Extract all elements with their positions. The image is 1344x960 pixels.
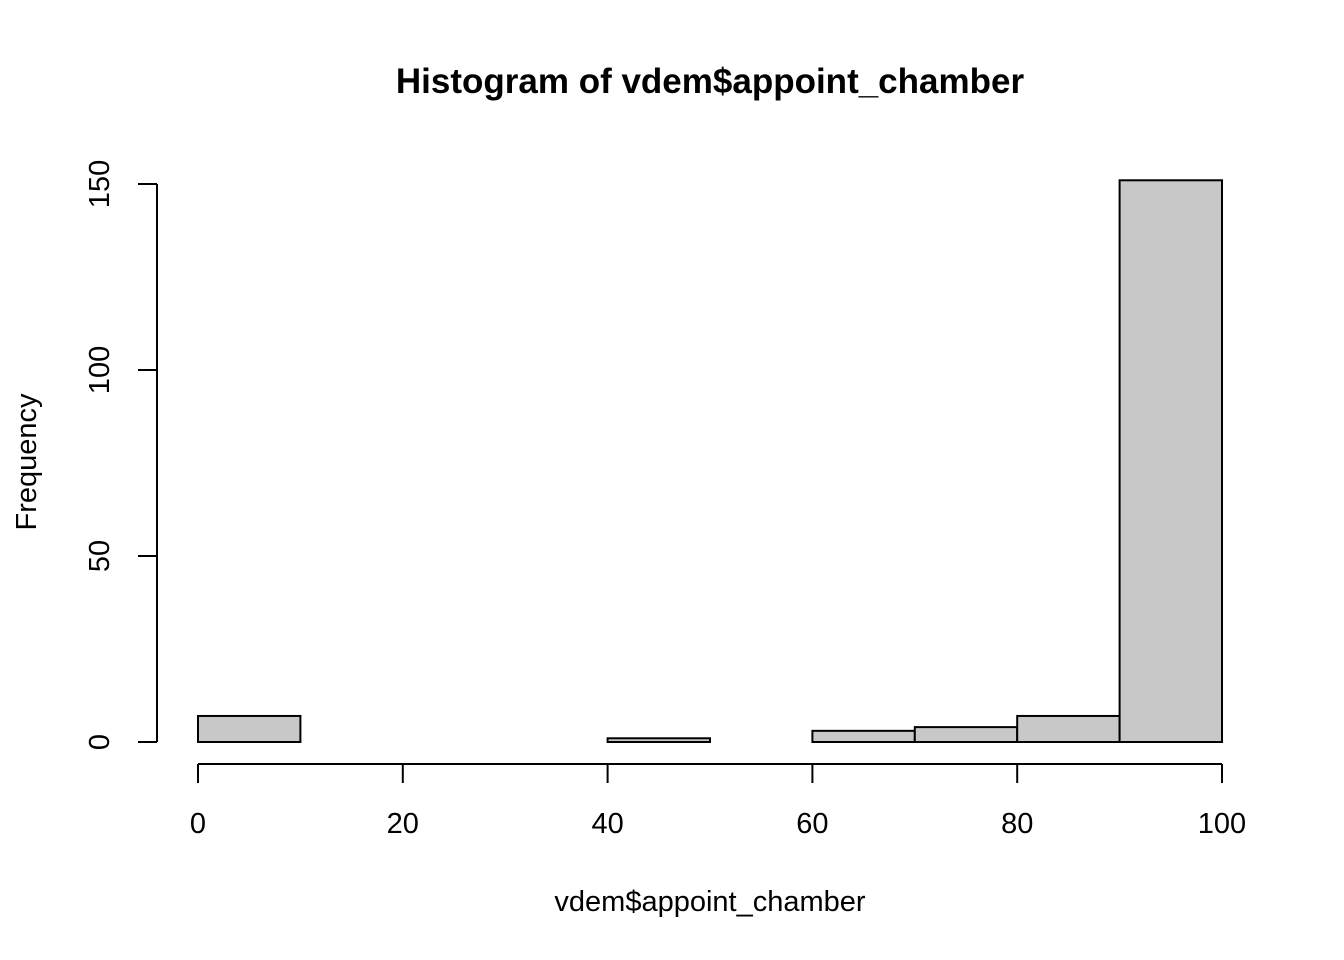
y-tick-label: 100 bbox=[84, 346, 116, 394]
histogram-bar bbox=[606, 737, 711, 744]
y-axis: 0 50 100 150 bbox=[84, 160, 158, 750]
x-tick-label: 100 bbox=[1198, 808, 1246, 840]
histogram-bar bbox=[913, 726, 1019, 743]
x-axis: 0 20 40 60 80 100 bbox=[190, 763, 1246, 840]
x-tick-label: 80 bbox=[1001, 808, 1033, 840]
x-axis-label: vdem$appoint_chamber bbox=[554, 886, 865, 918]
x-tick-label: 40 bbox=[591, 808, 623, 840]
bars-group bbox=[197, 179, 1223, 744]
histogram-bar bbox=[1118, 179, 1223, 743]
histogram-bar bbox=[197, 714, 302, 744]
chart-title: Histogram of vdem$appoint_chamber bbox=[396, 62, 1025, 101]
y-tick-label: 150 bbox=[84, 160, 116, 208]
y-tick-label: 0 bbox=[84, 734, 116, 750]
histogram-bar bbox=[811, 729, 916, 744]
x-tick-label: 60 bbox=[796, 808, 828, 840]
y-tick-label: 50 bbox=[84, 540, 116, 572]
x-tick-label: 0 bbox=[190, 808, 206, 840]
histogram-bar bbox=[1016, 714, 1121, 744]
x-tick-label: 20 bbox=[387, 808, 419, 840]
y-axis-label: Frequency bbox=[11, 393, 43, 531]
